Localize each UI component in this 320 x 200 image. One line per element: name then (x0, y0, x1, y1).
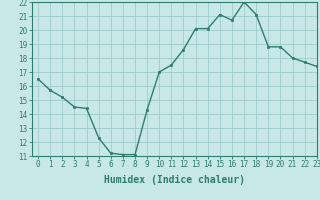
X-axis label: Humidex (Indice chaleur): Humidex (Indice chaleur) (104, 175, 245, 185)
